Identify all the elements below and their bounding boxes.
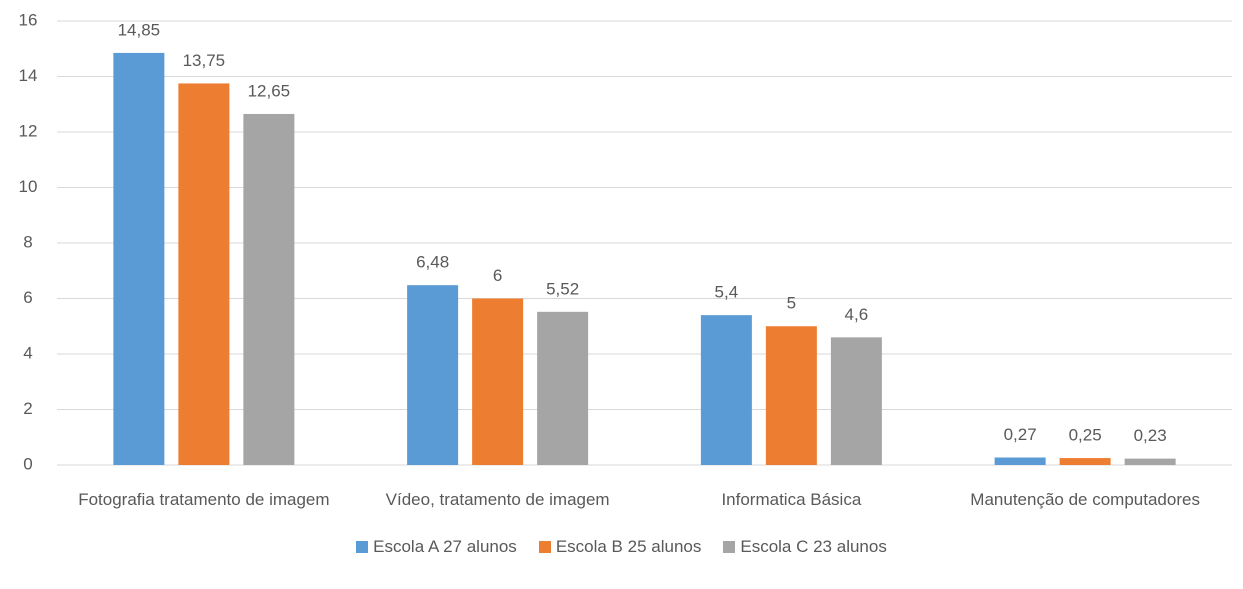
bar (178, 83, 230, 465)
data-label: 5 (787, 294, 796, 313)
x-tick-label: Fotografia tratamento de imagem (78, 490, 330, 509)
bar (1124, 458, 1176, 465)
legend-swatch (723, 541, 736, 553)
bar (537, 311, 589, 465)
data-label: 13,75 (183, 51, 226, 70)
legend-item: Escola A 27 alunos (356, 537, 517, 557)
legend-item: Escola B 25 alunos (538, 537, 702, 557)
x-tick-label: Manutenção de computadores (970, 490, 1200, 509)
bar (1059, 458, 1111, 465)
legend-label: Escola A 27 alunos (373, 537, 517, 556)
y-tick-label: 6 (23, 288, 32, 307)
y-tick-label: 2 (23, 399, 32, 418)
data-label: 0,23 (1134, 426, 1167, 445)
y-tick-label: 10 (19, 177, 38, 196)
data-label: 6,48 (416, 253, 449, 272)
data-label: 6 (493, 266, 502, 285)
data-label: 0,25 (1069, 426, 1102, 445)
bar (830, 337, 882, 465)
y-tick-label: 14 (19, 66, 38, 85)
x-tick-label: Vídeo, tratamento de imagem (385, 490, 610, 509)
y-tick-label: 4 (23, 343, 32, 362)
bar (700, 315, 752, 465)
legend-item: Escola C 23 alunos (723, 537, 887, 557)
y-tick-label: 8 (23, 232, 32, 251)
data-label: 14,85 (118, 20, 161, 39)
bar (472, 298, 524, 465)
bar (243, 113, 295, 466)
data-label: 0,27 (1004, 425, 1037, 444)
x-tick-label: Informatica Básica (721, 490, 862, 509)
legend-label: Escola C 23 alunos (740, 537, 887, 556)
bar (765, 326, 817, 465)
data-label: 12,65 (248, 81, 291, 100)
data-label: 5,52 (546, 279, 579, 298)
legend: Escola A 27 alunos Escola B 25 alunos Esco… (0, 537, 1243, 557)
legend-label: Escola B 25 alunos (555, 537, 702, 556)
bar (994, 457, 1046, 465)
y-tick-label: 16 (19, 10, 38, 29)
y-tick-label: 0 (23, 454, 32, 473)
bar (407, 285, 459, 465)
data-label: 5,4 (715, 283, 739, 302)
y-tick-label: 12 (19, 121, 38, 140)
bar (113, 52, 165, 465)
data-label: 4,6 (845, 305, 869, 324)
legend-swatch (538, 541, 551, 553)
legend-swatch (356, 541, 369, 553)
